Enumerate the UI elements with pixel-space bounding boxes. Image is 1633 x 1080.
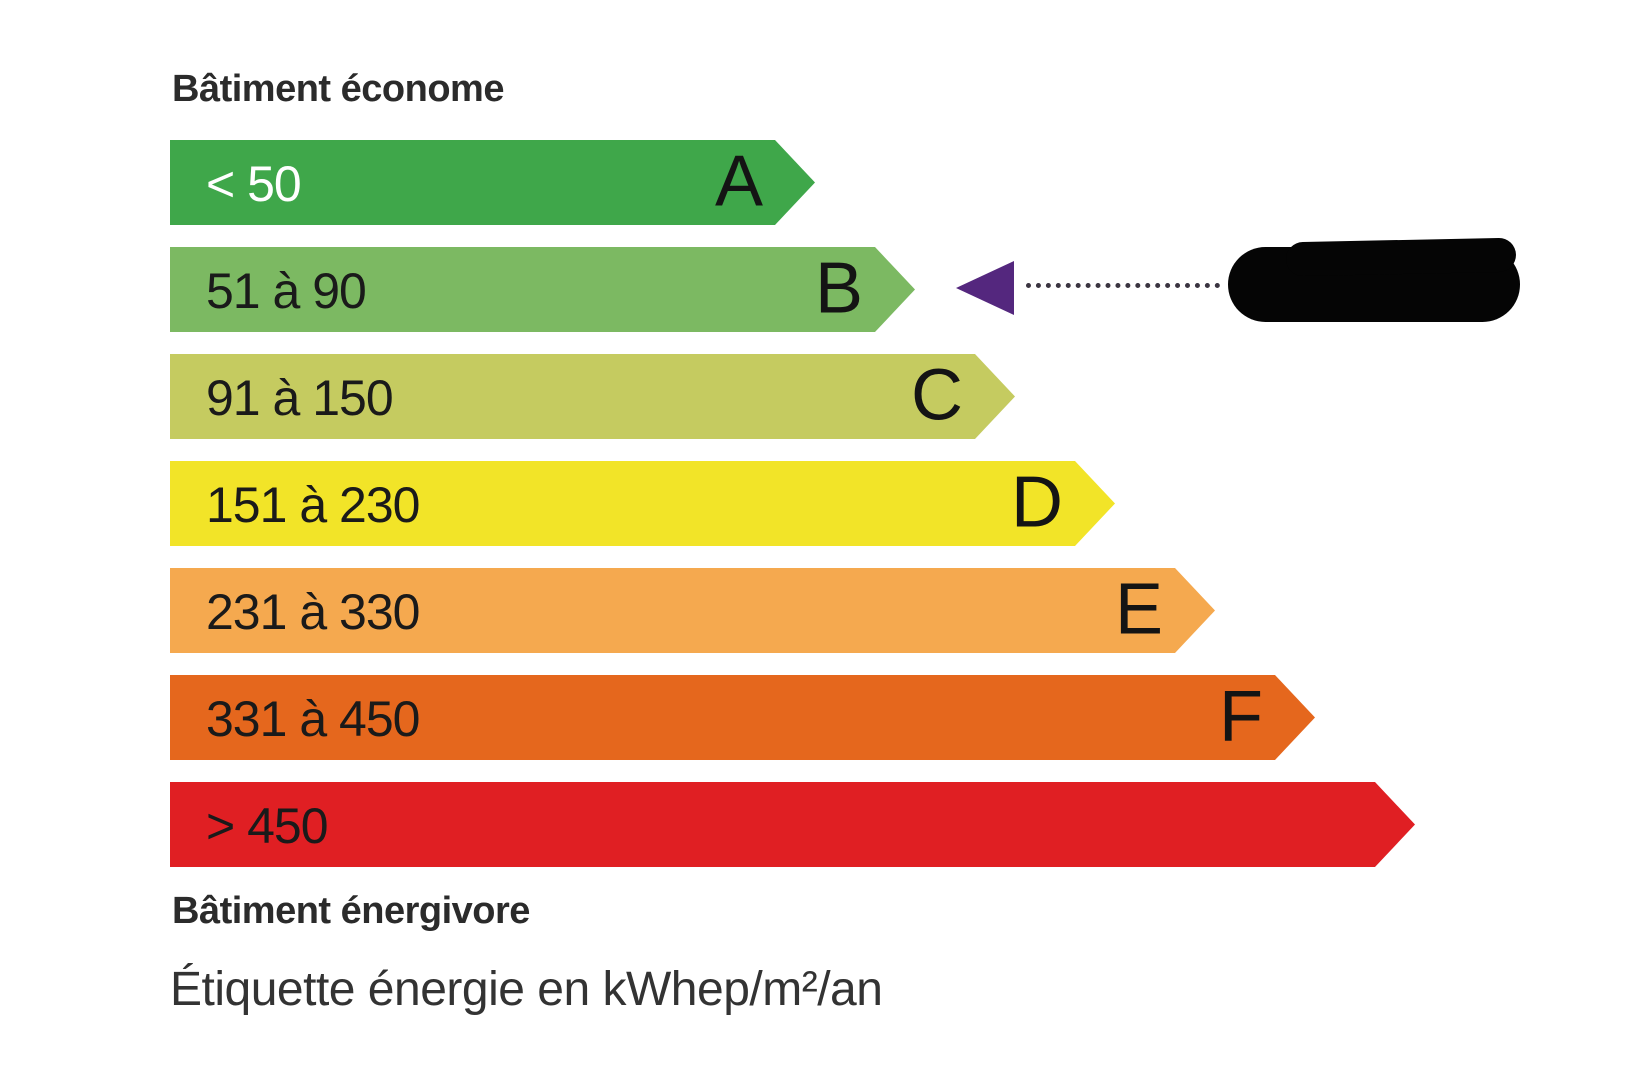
energy-bar-c: 91 à 150 C — [170, 354, 1015, 439]
energy-bar-a: < 50 A — [170, 140, 815, 225]
energy-bar-b: 51 à 90 B — [170, 247, 915, 332]
range-label: 231 à 330 — [206, 584, 420, 640]
range-label: 51 à 90 — [206, 263, 366, 319]
energy-bar-f: 331 à 450 F — [170, 675, 1315, 760]
class-letter: A — [714, 141, 763, 222]
redacted-value-blob — [1228, 247, 1520, 322]
class-letter: F — [1219, 676, 1263, 757]
scale-bottom-label: Bâtiment énergivore — [172, 890, 530, 932]
dotted-connector-line — [1026, 283, 1220, 288]
range-label: > 450 — [206, 798, 328, 854]
class-letter: C — [911, 355, 963, 436]
class-letter: E — [1114, 569, 1163, 650]
scale-top-label: Bâtiment économe — [172, 68, 504, 110]
range-label: 151 à 230 — [206, 477, 420, 533]
energy-bar-d: 151 à 230 D — [170, 461, 1115, 546]
class-letter: B — [814, 248, 863, 329]
range-label: 91 à 150 — [206, 370, 393, 426]
energy-bar-g: > 450 — [170, 782, 1415, 867]
class-letter: D — [1011, 462, 1063, 543]
range-label: 331 à 450 — [206, 691, 420, 747]
energy-label-caption: Étiquette énergie en kWhep/m²/an — [170, 963, 883, 1016]
range-label: < 50 — [206, 156, 301, 212]
arrow-left-icon — [956, 261, 1014, 315]
energy-bar-e: 231 à 330 E — [170, 568, 1215, 653]
